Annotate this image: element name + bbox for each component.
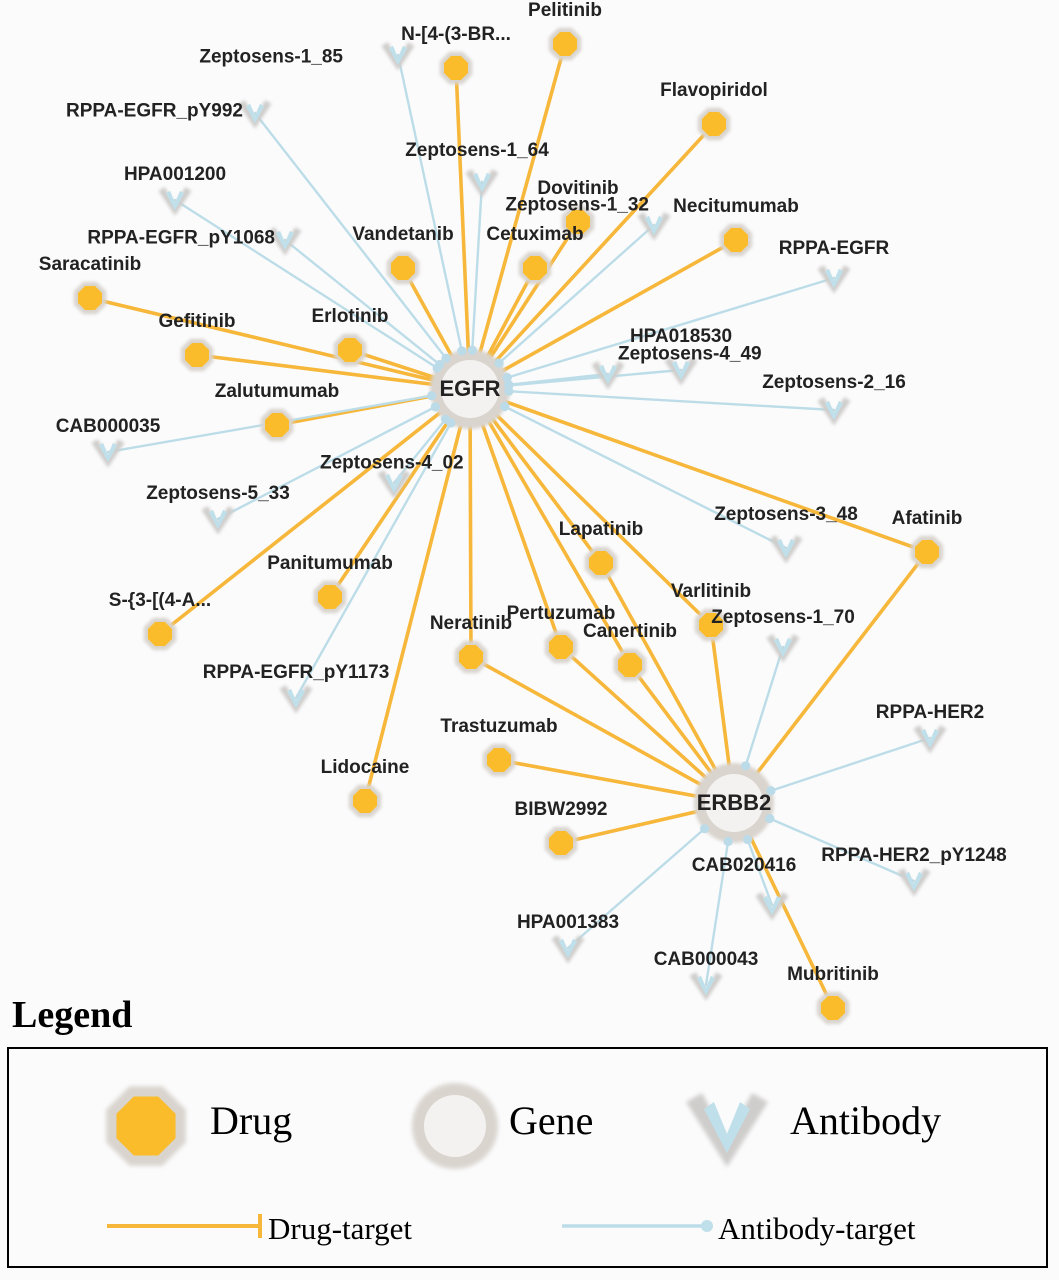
svg-text:ERBB2: ERBB2 (697, 790, 772, 815)
svg-text:EGFR: EGFR (439, 376, 500, 401)
